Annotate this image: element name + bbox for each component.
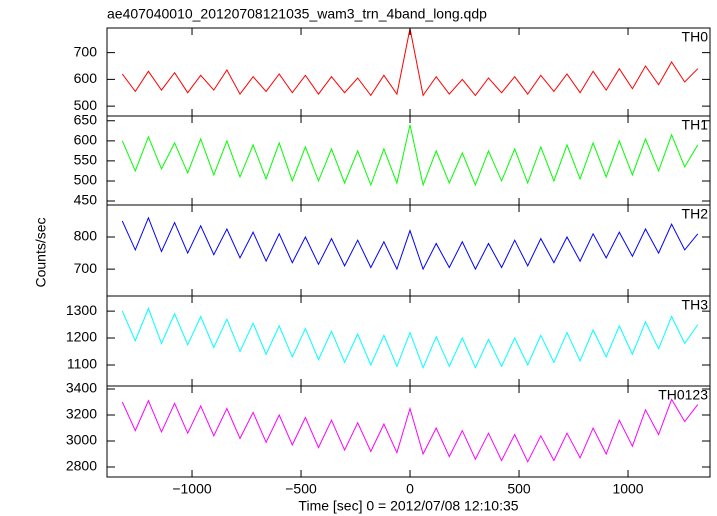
y-tick-label: 1200 xyxy=(66,329,97,345)
data-line xyxy=(121,398,699,463)
panel-frame xyxy=(106,204,711,297)
y-tick-label: 3000 xyxy=(66,432,97,448)
data-line xyxy=(121,307,699,370)
chart-title: ae407040010_20120708121035_wam3_trn_4ban… xyxy=(107,6,487,22)
series-label: TH1 xyxy=(682,117,709,133)
y-tick-label: 500 xyxy=(74,97,98,113)
x-tick-label: 1000 xyxy=(612,481,643,497)
data-line xyxy=(121,28,699,97)
x-tick-label: −500 xyxy=(285,481,317,497)
y-tick-label: 3200 xyxy=(66,406,97,422)
y-tick-label: 650 xyxy=(74,112,98,128)
y-tick-label: 450 xyxy=(74,192,98,208)
data-line xyxy=(121,124,699,187)
x-tick-label: −1000 xyxy=(172,481,212,497)
series-label: TH0 xyxy=(682,29,709,45)
y-tick-label: 1100 xyxy=(67,356,97,372)
y-tick-label: 700 xyxy=(74,43,98,59)
y-tick-label: 2800 xyxy=(66,458,97,474)
y-tick-label: 700 xyxy=(74,260,98,276)
y-tick-label: 600 xyxy=(74,70,98,86)
series-label: TH0123 xyxy=(658,387,708,403)
y-tick-label: 550 xyxy=(74,152,98,168)
x-axis-label: Time [sec] 0 = 2012/07/08 12:10:35 xyxy=(298,498,518,514)
y-tick-label: 600 xyxy=(74,132,98,148)
y-tick-label: 3400 xyxy=(66,380,97,396)
series-label: TH2 xyxy=(682,206,709,222)
panel-frame xyxy=(106,295,711,387)
x-tick-label: 500 xyxy=(507,481,531,497)
panel-frame xyxy=(106,385,711,478)
y-tick-label: 500 xyxy=(74,172,98,188)
series-label: TH3 xyxy=(682,297,709,313)
panel-frame xyxy=(106,27,711,117)
data-line xyxy=(121,216,699,271)
x-tick-label: 0 xyxy=(406,481,414,497)
y-tick-label: 1300 xyxy=(66,302,97,318)
y-axis-label: Counts/sec xyxy=(33,217,49,287)
y-tick-label: 800 xyxy=(74,228,98,244)
